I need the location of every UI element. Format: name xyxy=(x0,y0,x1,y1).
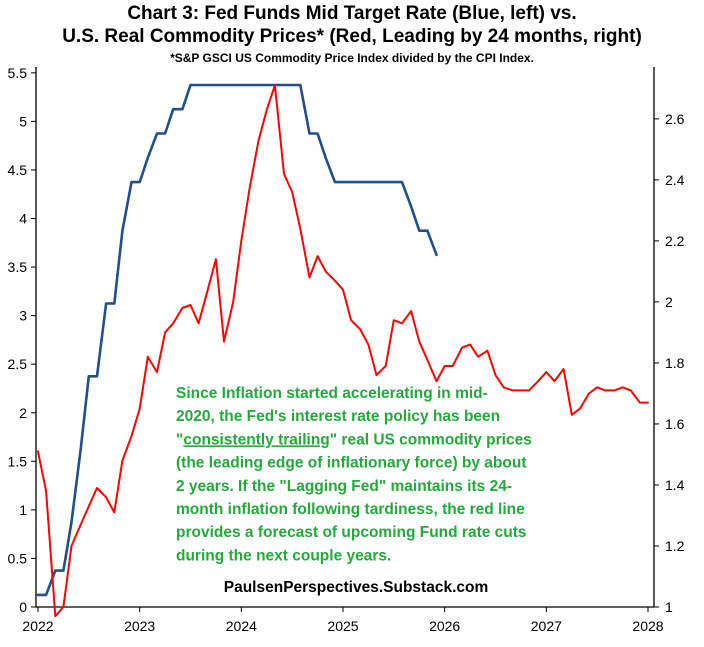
y-right-tick-label: 1.4 xyxy=(665,477,685,493)
y-left-tick-label: 1.5 xyxy=(8,453,28,469)
series-layer xyxy=(36,83,649,618)
y-left-tick-label: 4.5 xyxy=(8,162,28,178)
y-right-tick-label: 1.2 xyxy=(665,538,685,554)
y-left-tick-label: 0.5 xyxy=(8,550,28,566)
y-left-tick-label: 5.5 xyxy=(8,65,28,81)
annotation-underlined-phrase: consistently trailing xyxy=(183,431,329,448)
y-left-tick-label: 2 xyxy=(19,405,27,421)
y-right-tick-label: 1.6 xyxy=(665,416,685,432)
y-right-tick-label: 2.2 xyxy=(665,233,685,249)
y-right-tick-label: 1.8 xyxy=(665,355,685,371)
annotation-line: Since Inflation started accelerating in … xyxy=(176,385,488,402)
x-tick-label: 2026 xyxy=(429,618,460,634)
y-right-tick-label: 1 xyxy=(665,599,673,615)
x-tick-label: 2027 xyxy=(531,618,562,634)
chart-title-line-2: U.S. Real Commodity Prices* (Red, Leadin… xyxy=(62,26,642,47)
real-commodity-prices-line xyxy=(37,84,649,618)
source-label: PaulsenPerspectives.Substack.com xyxy=(224,579,489,596)
annotation-line: (the leading edge of inflationary force)… xyxy=(176,455,527,472)
x-tick-label: 2024 xyxy=(226,618,257,634)
y-left-tick-label: 4 xyxy=(19,211,27,227)
x-tick-label: 2022 xyxy=(22,618,53,634)
annotation-line: 2 years. If the "Lagging Fed" maintains … xyxy=(176,478,512,495)
x-tick-label: 2028 xyxy=(632,618,663,634)
chart-subtitle: *S&P GSCI US Commodity Price Index divid… xyxy=(170,51,534,65)
y-left-tick-label: 0 xyxy=(19,599,27,615)
annotation-line: 2020, the Fed's interest rate policy has… xyxy=(176,408,500,425)
y-left-tick-label: 5 xyxy=(19,113,27,129)
fed-funds-rate-line xyxy=(36,83,438,597)
y-left-tick-label: 3.5 xyxy=(8,259,28,275)
annotation-line: during the next couple years. xyxy=(176,547,391,564)
annotation-line: provides a forecast of upcoming Fund rat… xyxy=(176,524,527,541)
y-right-tick-label: 2.6 xyxy=(665,111,685,127)
annotation-line: month inflation following tardiness, the… xyxy=(176,501,525,518)
y-right-tick-label: 2.4 xyxy=(665,172,685,188)
axes: 0 0.5 1 1.5 2 2.5 3 3.5 4 4.5 5 5.5 1 1.2 1.4 1.6 1.8 2 2.… xyxy=(8,65,685,634)
y-left-tick-label: 2.5 xyxy=(8,356,28,372)
y-left-tick-label: 3 xyxy=(19,308,27,324)
x-tick-label: 2023 xyxy=(124,618,155,634)
annotation-line: "consistently trailing" real US commodit… xyxy=(176,431,532,448)
y-right-tick-label: 2 xyxy=(665,294,673,310)
x-tick-label: 2025 xyxy=(327,618,358,634)
chart-title-line-1: Chart 3: Fed Funds Mid Target Rate (Blue… xyxy=(127,3,577,24)
y-left-tick-label: 1 xyxy=(19,502,27,518)
annotation-text-box: Since Inflation started accelerating in … xyxy=(176,385,532,564)
